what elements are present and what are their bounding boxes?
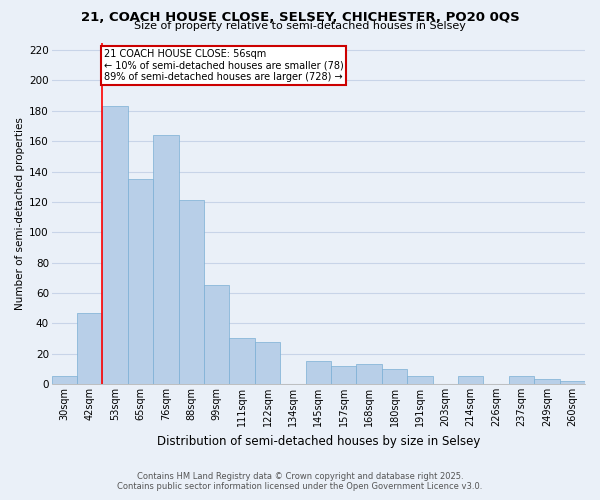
Bar	[331, 366, 356, 384]
Text: Size of property relative to semi-detached houses in Selsey: Size of property relative to semi-detach…	[134, 21, 466, 31]
Bar	[305, 361, 331, 384]
Bar	[153, 135, 179, 384]
Bar	[356, 364, 382, 384]
Bar	[509, 376, 534, 384]
Bar	[229, 338, 255, 384]
Text: Contains HM Land Registry data © Crown copyright and database right 2025.
Contai: Contains HM Land Registry data © Crown c…	[118, 472, 482, 491]
Bar	[407, 376, 433, 384]
Bar	[179, 200, 204, 384]
Bar	[458, 376, 484, 384]
Bar	[534, 380, 560, 384]
Bar	[255, 342, 280, 384]
Bar	[103, 106, 128, 384]
X-axis label: Distribution of semi-detached houses by size in Selsey: Distribution of semi-detached houses by …	[157, 434, 480, 448]
Y-axis label: Number of semi-detached properties: Number of semi-detached properties	[15, 117, 25, 310]
Bar	[52, 376, 77, 384]
Bar	[560, 381, 585, 384]
Text: 21 COACH HOUSE CLOSE: 56sqm
← 10% of semi-detached houses are smaller (78)
89% o: 21 COACH HOUSE CLOSE: 56sqm ← 10% of sem…	[104, 48, 344, 82]
Bar	[128, 179, 153, 384]
Bar	[77, 312, 103, 384]
Bar	[382, 369, 407, 384]
Bar	[204, 286, 229, 384]
Text: 21, COACH HOUSE CLOSE, SELSEY, CHICHESTER, PO20 0QS: 21, COACH HOUSE CLOSE, SELSEY, CHICHESTE…	[80, 11, 520, 24]
